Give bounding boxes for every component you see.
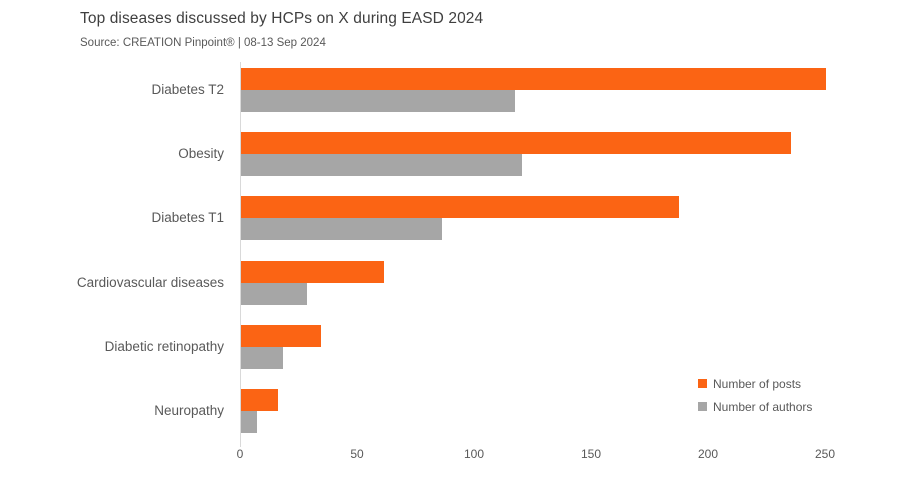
bar-posts: [241, 324, 321, 347]
bar-group: [241, 126, 852, 190]
plot-area: [240, 62, 852, 447]
y-axis-category-labels: Diabetes T2 Obesity Diabetes T1 Cardiovascu…: [0, 62, 224, 447]
category-label: Obesity: [178, 146, 224, 162]
category-label: Diabetic retinopathy: [104, 338, 224, 354]
legend-item-posts: Number of posts: [698, 372, 812, 395]
category-label: Neuropathy: [154, 403, 224, 418]
bar-authors: [241, 218, 443, 241]
bar-authors: [241, 90, 515, 112]
category-label: Diabetes T2: [151, 82, 224, 97]
bar-posts: [241, 196, 679, 219]
x-tick-label: 100: [463, 447, 485, 461]
category-label: Cardiovascular diseases: [76, 274, 224, 290]
bar-posts: [241, 68, 826, 90]
x-tick-label: 200: [697, 447, 719, 461]
x-tick-label: 150: [580, 447, 602, 461]
bar-authors: [241, 282, 307, 305]
x-tick-label: 50: [350, 447, 364, 461]
x-tick-label: 0: [236, 447, 244, 461]
bar-group: [241, 255, 852, 319]
bar-authors: [241, 154, 522, 177]
bar-group: [241, 62, 852, 126]
bar-group: [241, 319, 852, 383]
x-tick-label: 250: [814, 447, 836, 461]
chart-source-subtitle: Source: CREATION Pinpoint® | 08-13 Sep 2…: [80, 37, 326, 49]
bar-posts: [241, 389, 279, 411]
chart-title: Top diseases discussed by HCPs on X duri…: [80, 10, 484, 27]
x-axis-tick-labels: 0 50 100 150 200 250: [0, 447, 902, 467]
legend-label-authors: Number of authors: [713, 399, 813, 414]
category-label: Diabetes T1: [151, 210, 224, 226]
bar-posts: [241, 132, 791, 155]
legend-item-authors: Number of authors: [698, 395, 812, 418]
authors-series-swatch-icon: [698, 402, 707, 411]
legend: Number of posts Number of authors: [698, 372, 812, 418]
bar-authors: [241, 411, 258, 433]
posts-series-swatch-icon: [698, 379, 707, 388]
bar-posts: [241, 260, 384, 283]
bar-authors: [241, 346, 284, 369]
bar-group: [241, 383, 852, 447]
legend-label-posts: Number of posts: [713, 376, 802, 391]
bar-group: [241, 190, 852, 254]
